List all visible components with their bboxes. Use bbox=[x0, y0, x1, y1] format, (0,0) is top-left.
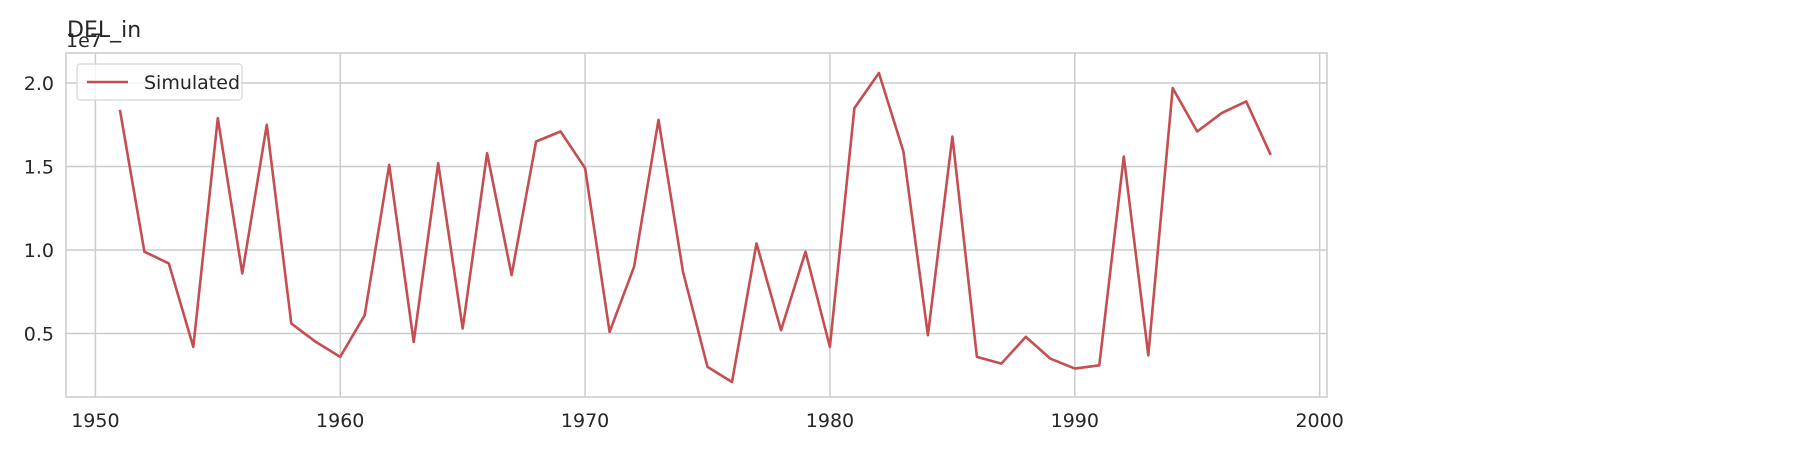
chart-title: DEL_in bbox=[67, 18, 141, 43]
series-layer bbox=[118, 71, 1272, 384]
y-tick-label: 1.0 bbox=[24, 240, 54, 262]
x-tick-label: 1970 bbox=[561, 410, 609, 432]
series-line-simulated bbox=[118, 71, 1272, 384]
legend-label-simulated: Simulated bbox=[144, 72, 240, 94]
y-axis-offset-label: 1e7 bbox=[66, 30, 102, 52]
x-axis: 1950 1960 1970 1980 1990 2000 bbox=[71, 410, 1344, 432]
grid bbox=[66, 53, 1327, 397]
y-tick-label: 1.5 bbox=[24, 157, 54, 179]
x-tick-label: 1960 bbox=[316, 410, 364, 432]
x-tick-label: 1980 bbox=[806, 410, 854, 432]
x-tick-label: 1950 bbox=[71, 410, 119, 432]
y-axis: 0.5 1.0 1.5 2.0 bbox=[24, 73, 54, 345]
legend-box bbox=[76, 63, 243, 101]
y-tick-label: 2.0 bbox=[24, 73, 54, 95]
x-tick-label: 2000 bbox=[1295, 410, 1343, 432]
y-tick-label: 0.5 bbox=[24, 324, 54, 346]
plot-frame bbox=[65, 52, 1328, 398]
x-tick-label: 1990 bbox=[1051, 410, 1099, 432]
legend: Simulated bbox=[76, 63, 243, 101]
